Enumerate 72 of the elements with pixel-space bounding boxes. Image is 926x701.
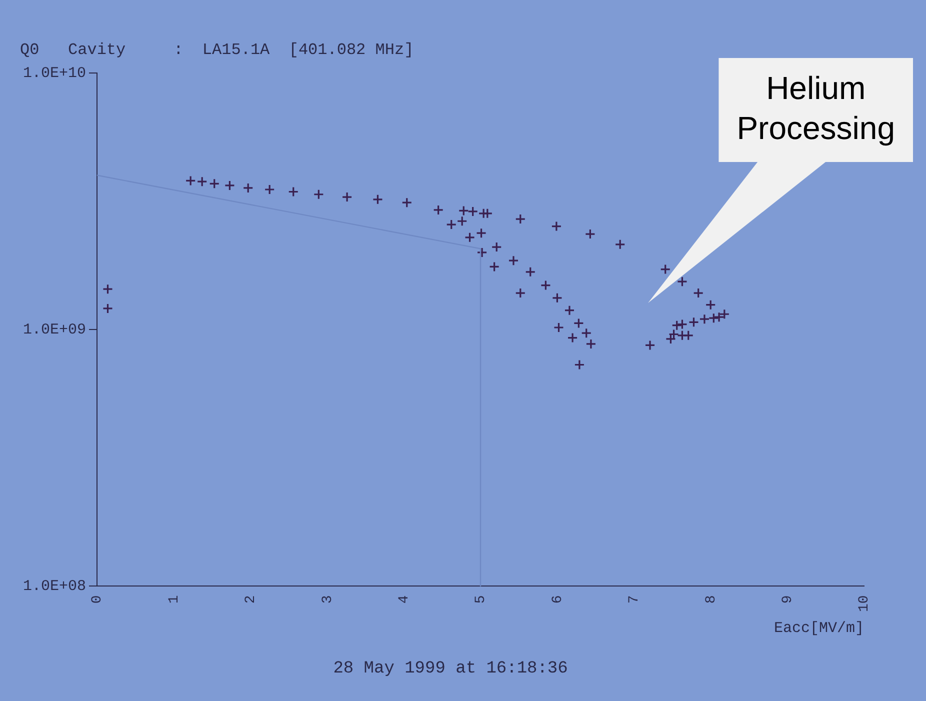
point — [342, 192, 352, 202]
point — [586, 338, 596, 350]
point — [476, 247, 488, 258]
x-tick-label: 3 — [320, 595, 336, 604]
point — [683, 330, 694, 341]
point — [540, 280, 551, 291]
point — [468, 206, 478, 217]
point — [567, 332, 578, 344]
x-tick-label: 6 — [550, 595, 566, 604]
x-tick-label: 9 — [780, 595, 796, 604]
point — [708, 312, 719, 324]
point — [693, 288, 704, 298]
point — [614, 239, 626, 250]
text: 28 May 1999 at 16:18:36 — [333, 660, 568, 679]
point — [508, 255, 519, 266]
x-tick-label: 1 — [166, 595, 182, 604]
point — [224, 180, 235, 191]
point — [288, 186, 299, 198]
point — [372, 194, 384, 205]
point — [676, 276, 688, 287]
point — [552, 292, 563, 304]
x-tick-label: 2 — [243, 595, 260, 604]
point — [515, 288, 526, 298]
x-tick-label: 0 — [90, 595, 106, 604]
point — [313, 189, 324, 200]
point — [719, 308, 730, 320]
x-tick-label: 10 — [856, 595, 873, 612]
point — [489, 261, 500, 272]
point — [581, 328, 592, 338]
point — [665, 334, 676, 344]
point — [458, 205, 469, 216]
point — [553, 322, 564, 333]
point — [551, 221, 562, 232]
point — [102, 303, 114, 314]
x-axis-title: Eacc[MV/m] — [774, 620, 864, 637]
point — [264, 184, 275, 195]
point — [242, 182, 254, 194]
point — [644, 340, 656, 351]
x-tick-label: 4 — [396, 595, 413, 604]
annotation: Helium Processing — [736, 70, 895, 146]
y-tick-label: 1.0E+08 — [22, 578, 86, 596]
point — [676, 318, 688, 330]
point — [185, 175, 196, 186]
point — [660, 264, 671, 275]
point — [446, 219, 457, 230]
point — [699, 314, 710, 324]
x-tick-label: 7 — [626, 595, 643, 604]
point — [209, 178, 220, 189]
point — [688, 316, 700, 328]
x-tick-label: 8 — [703, 595, 720, 604]
x-tick-label: 5 — [473, 595, 490, 604]
point — [515, 214, 526, 224]
point — [573, 318, 584, 329]
point — [464, 232, 476, 243]
point — [672, 320, 682, 331]
point — [491, 242, 502, 252]
point — [402, 197, 412, 208]
y-tick-label: 1.0E+09 — [22, 322, 86, 339]
point — [456, 216, 468, 226]
point — [196, 176, 208, 187]
chart-title: Q0 Cavity : LA15.1A [401.082 MHz] — [20, 40, 414, 59]
point — [668, 328, 680, 340]
point — [584, 228, 596, 240]
point — [564, 305, 575, 316]
point — [705, 300, 716, 310]
point — [525, 266, 536, 278]
point — [714, 312, 724, 322]
point — [574, 359, 585, 370]
point — [102, 284, 114, 294]
point — [476, 228, 487, 238]
point — [433, 204, 444, 216]
y-tick-label: 1.0E+10 — [22, 65, 86, 82]
